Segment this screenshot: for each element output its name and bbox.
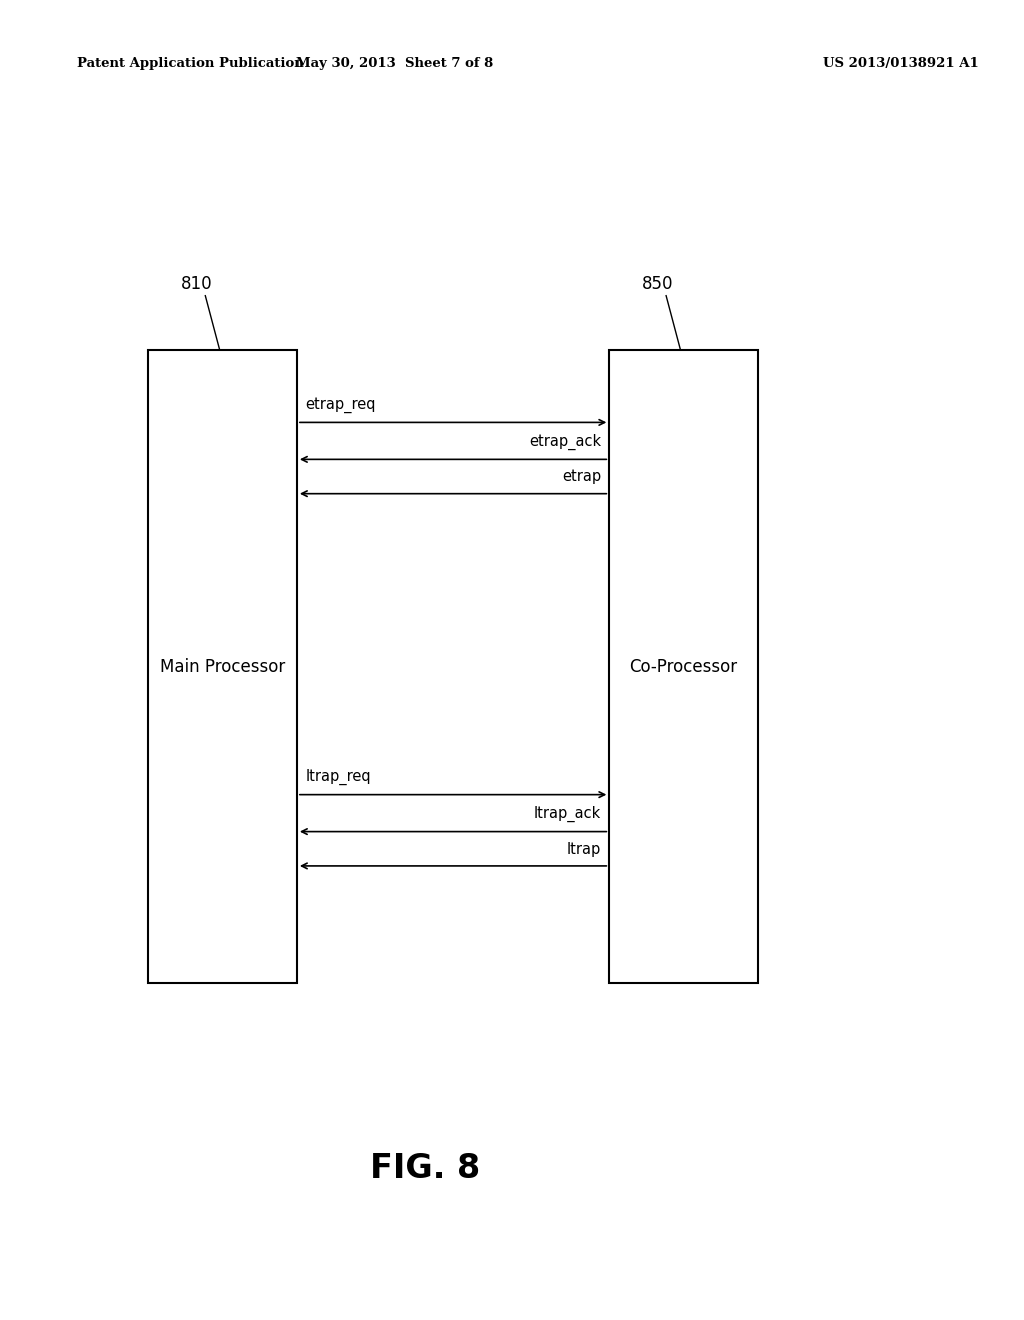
Text: etrap_ack: etrap_ack (529, 434, 601, 450)
Text: ltrap: ltrap (567, 842, 601, 857)
Text: FIG. 8: FIG. 8 (370, 1151, 480, 1185)
Text: Main Processor: Main Processor (160, 657, 286, 676)
Bar (609, 350, 758, 983)
Text: 810: 810 (181, 275, 213, 293)
Text: May 30, 2013  Sheet 7 of 8: May 30, 2013 Sheet 7 of 8 (296, 57, 493, 70)
Text: ltrap_ack: ltrap_ack (534, 807, 601, 822)
Text: 850: 850 (642, 275, 674, 293)
Text: ltrap_req: ltrap_req (305, 770, 371, 785)
Text: US 2013/0138921 A1: US 2013/0138921 A1 (823, 57, 979, 70)
Text: Co-Processor: Co-Processor (630, 657, 737, 676)
Text: Patent Application Publication: Patent Application Publication (77, 57, 303, 70)
Text: etrap_req: etrap_req (305, 397, 376, 413)
Text: etrap: etrap (562, 470, 601, 484)
Bar (148, 350, 297, 983)
